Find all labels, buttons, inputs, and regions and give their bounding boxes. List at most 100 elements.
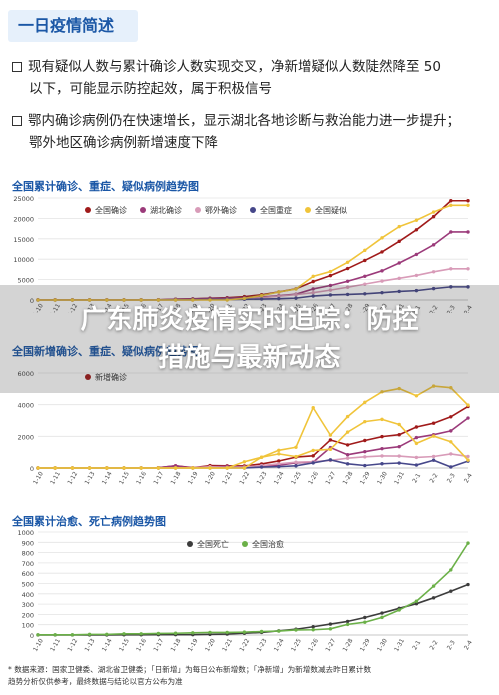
data-point xyxy=(345,279,350,283)
data-point xyxy=(36,298,40,302)
data-point xyxy=(449,452,453,456)
x-tick-label: 1-20 xyxy=(204,470,217,485)
data-point xyxy=(466,230,470,234)
data-point xyxy=(328,269,333,274)
x-tick-label: 1-25 xyxy=(290,302,303,313)
data-point xyxy=(414,288,419,293)
data-point xyxy=(328,293,333,297)
data-point xyxy=(414,425,419,429)
x-tick-label: 1-15 xyxy=(118,302,131,313)
x-tick-label: 1-30 xyxy=(376,302,389,313)
data-point xyxy=(225,298,229,302)
series-line xyxy=(38,418,469,469)
data-point xyxy=(380,279,384,283)
footnote: * 数据来源：国家卫健委、湖北省卫健委；「日新增」为每日公布新增数；「净新增」为… xyxy=(8,664,498,688)
y-tick-label: 700 xyxy=(22,560,34,568)
checkbox-icon xyxy=(12,116,22,126)
data-point xyxy=(431,454,436,459)
data-point xyxy=(363,258,367,263)
data-point xyxy=(414,394,419,398)
data-point xyxy=(277,296,281,301)
data-point xyxy=(449,440,453,444)
data-point xyxy=(466,267,470,271)
data-point xyxy=(363,292,367,296)
x-tick-label: 1-22 xyxy=(238,637,251,652)
data-point xyxy=(294,464,298,468)
data-point xyxy=(294,287,298,291)
data-point xyxy=(328,283,333,288)
data-point xyxy=(311,625,315,629)
x-tick-label: 1-23 xyxy=(256,470,269,485)
x-tick-label: 1-14 xyxy=(101,470,114,485)
data-point xyxy=(294,460,298,464)
x-tick-label: 1-22 xyxy=(238,470,251,485)
bullet-item-2: 鄂内确诊病例仍在快速增长，显示湖北各地诊断与救治能力进一步提升； 鄂外地区确诊病… xyxy=(12,110,486,154)
y-tick-label: 6000 xyxy=(17,370,34,378)
overlay-title-line-1: 广东肺炎疫情实时追踪：防控 xyxy=(80,305,419,335)
x-tick-label: 1-12 xyxy=(66,470,79,485)
x-tick-label: 1-13 xyxy=(84,302,97,313)
x-tick-label: 2-2 xyxy=(429,472,440,484)
data-point xyxy=(259,629,264,634)
data-point xyxy=(431,243,436,247)
data-point xyxy=(173,298,178,302)
x-tick-label: 1-24 xyxy=(273,470,286,485)
data-point xyxy=(53,633,57,637)
legend-label: 全国确诊 xyxy=(95,205,127,215)
data-point xyxy=(397,433,401,437)
x-tick-label: 1-26 xyxy=(307,470,320,485)
x-tick-label: 2-1 xyxy=(411,472,422,484)
data-point xyxy=(122,466,126,470)
y-tick-label: 2000 xyxy=(17,433,34,441)
data-point xyxy=(414,273,419,278)
data-point xyxy=(294,296,298,300)
data-point xyxy=(380,611,384,615)
x-tick-label: 2-4 xyxy=(463,304,474,313)
data-point xyxy=(294,445,298,449)
x-tick-label: 1-31 xyxy=(393,302,406,313)
data-point xyxy=(242,466,247,470)
data-point xyxy=(311,290,315,295)
data-point xyxy=(173,466,178,470)
x-tick-label: 1-19 xyxy=(187,302,200,313)
y-tick-label: 25000 xyxy=(13,195,34,203)
data-point xyxy=(139,298,143,302)
y-tick-label: 0 xyxy=(30,297,34,305)
y-tick-label: 200 xyxy=(22,611,34,619)
x-tick-label: 1-17 xyxy=(152,637,165,652)
data-point xyxy=(311,461,315,465)
data-point xyxy=(397,261,401,265)
data-point xyxy=(345,456,350,460)
bullet-item-1: 现有疑似人数与累计确诊人数实现交叉，净新增疑似人数陡然降至 50 以下，可能显示… xyxy=(12,56,486,100)
data-point xyxy=(414,599,419,603)
data-point xyxy=(363,282,367,286)
x-tick-label: 1-18 xyxy=(170,637,183,652)
data-point xyxy=(311,454,315,458)
data-point xyxy=(449,465,453,469)
data-point xyxy=(414,252,419,257)
data-point xyxy=(449,589,453,593)
data-point xyxy=(431,434,436,438)
data-point xyxy=(225,630,229,635)
data-point xyxy=(380,250,384,254)
y-tick-label: 4000 xyxy=(17,402,34,410)
x-tick-label: 1-19 xyxy=(187,637,200,652)
data-point xyxy=(294,292,298,297)
x-tick-label: 1-13 xyxy=(84,470,97,485)
data-point xyxy=(345,453,350,457)
data-point xyxy=(449,568,453,572)
legend-marker xyxy=(140,207,146,213)
data-point xyxy=(431,584,436,588)
series-line xyxy=(38,459,469,469)
data-point xyxy=(466,199,470,203)
y-tick-label: 500 xyxy=(22,581,34,589)
x-tick-label: 1-13 xyxy=(84,637,97,652)
data-point xyxy=(259,293,264,298)
data-point xyxy=(277,629,281,633)
y-tick-label: 400 xyxy=(22,591,34,599)
x-tick-label: 1-24 xyxy=(273,302,286,313)
data-point xyxy=(208,630,212,635)
data-point xyxy=(173,631,178,635)
x-tick-label: 1-17 xyxy=(152,302,165,313)
